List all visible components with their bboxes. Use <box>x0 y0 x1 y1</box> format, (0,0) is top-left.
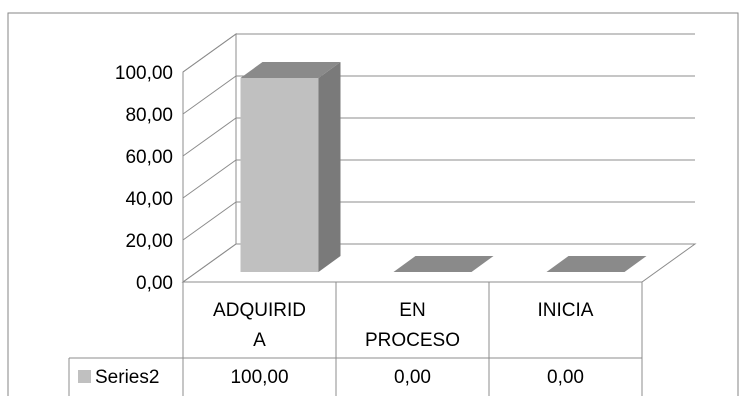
y-tick-label: 100,00 <box>115 63 173 84</box>
y-axis-tick-labels: 0,00 20,00 40,00 60,00 80,00 100,00 <box>115 63 173 294</box>
gridlines <box>182 33 695 283</box>
data-label: 0,00 <box>547 367 584 388</box>
bar-top <box>393 256 494 272</box>
gridline <box>182 117 695 157</box>
data-label: 100,00 <box>230 367 288 388</box>
bar <box>240 62 341 272</box>
y-tick-label: 80,00 <box>125 105 173 126</box>
category-label: A <box>253 330 266 351</box>
bar <box>393 256 494 272</box>
bar-top <box>546 256 647 272</box>
bar <box>546 256 647 272</box>
y-tick-label: 20,00 <box>125 231 173 252</box>
y-tick-label: 0,00 <box>136 273 173 294</box>
category-label: PROCESO <box>365 330 460 351</box>
gridline <box>182 159 695 199</box>
legend-key <box>78 370 91 383</box>
bars <box>240 62 647 272</box>
y-tick-label: 40,00 <box>125 189 173 210</box>
data-label: 0,00 <box>394 367 431 388</box>
bar-top <box>240 62 341 78</box>
gridline <box>182 201 695 241</box>
gridline <box>182 33 695 73</box>
category-label: INICIA <box>538 300 594 321</box>
bar-side <box>318 62 341 272</box>
bar-front <box>240 78 319 272</box>
gridline <box>182 75 695 115</box>
chart-area-border <box>7 12 739 396</box>
y-tick-label: 60,00 <box>125 147 173 168</box>
gridline <box>182 243 695 283</box>
category-label: ADQUIRID <box>213 300 306 321</box>
series-name: Series2 <box>95 367 159 388</box>
category-label: EN <box>399 300 425 321</box>
data-table: ADQUIRID A EN PROCESO INICIA Series2 100,00 0,0… <box>68 282 643 396</box>
